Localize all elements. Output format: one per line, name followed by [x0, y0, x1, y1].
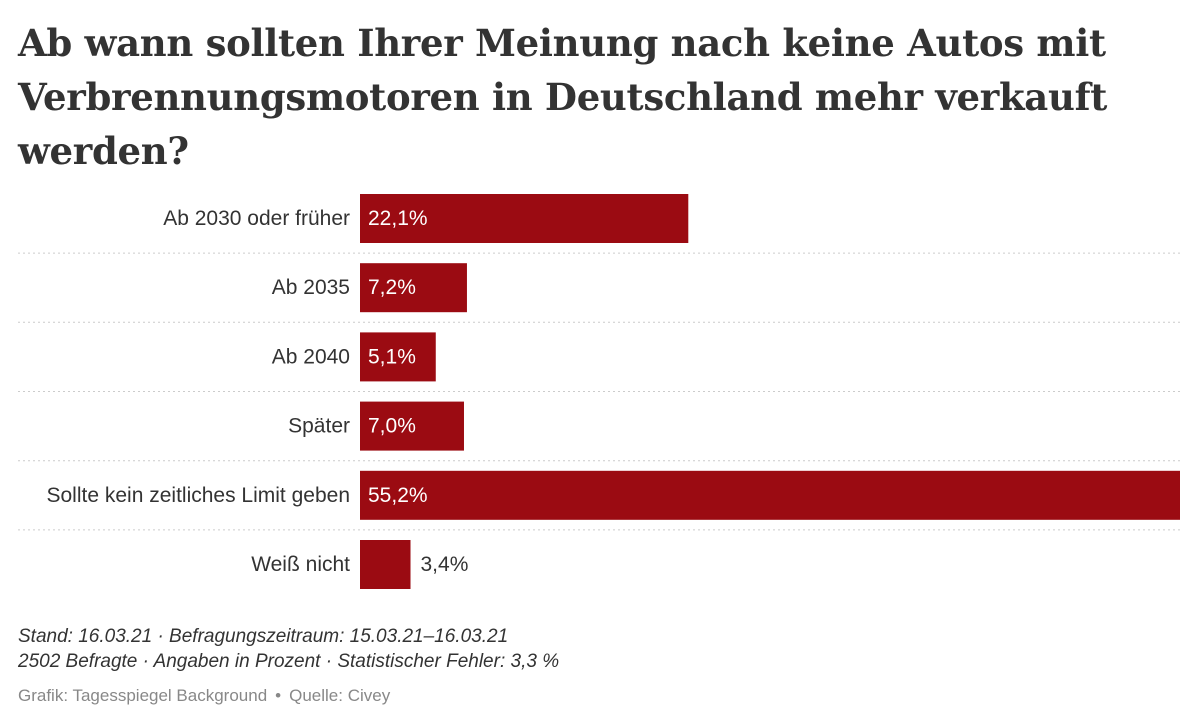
category-label: Weiß nicht: [251, 553, 350, 576]
value-label: 7,2%: [368, 276, 416, 299]
value-label: 22,1%: [368, 207, 428, 230]
bar: [360, 263, 467, 313]
source-credit: Quelle: Civey: [289, 686, 391, 705]
value-label: 7,0%: [368, 415, 416, 438]
bar: [360, 194, 689, 243]
bar-chart: Ab 2030 oder früher 22,1% Ab 2035 7,2% Ab 20…: [0, 180, 1200, 610]
notes-line-2: 2502 Befragte · Angaben in Prozent · Sta…: [18, 651, 560, 672]
bar: [360, 540, 411, 589]
credit-line: Grafik: Tagesspiegel Background • Quelle: …: [18, 686, 390, 706]
chart-notes: Stand: 16.03.21 · Befragungszeitraum: 15…: [18, 624, 1178, 674]
category-label: Ab 2040: [272, 345, 350, 368]
chart-title: Ab wann sollten Ihrer Meinung nach keine…: [18, 21, 1107, 173]
value-label: 5,1%: [368, 345, 416, 368]
category-label: Ab 2035: [272, 276, 350, 299]
credit-separator: •: [275, 686, 282, 705]
value-label: 3,4%: [421, 553, 469, 576]
bar-chart-svg: Ab 2030 oder früher 22,1% Ab 2035 7,2% Ab 20…: [18, 194, 1180, 589]
bar: [360, 470, 1180, 520]
category-label: Sollte kein zeitliches Limit geben: [47, 484, 351, 507]
category-label: Ab 2030 oder früher: [163, 207, 350, 230]
category-label: Später: [288, 415, 350, 438]
notes-line-1: Stand: 16.03.21 · Befragungszeitraum: 15…: [18, 626, 509, 647]
value-label: 55,2%: [368, 484, 428, 507]
bar: [360, 332, 436, 382]
graphic-credit: Grafik: Tagesspiegel Background: [18, 686, 268, 705]
bar: [360, 401, 464, 451]
